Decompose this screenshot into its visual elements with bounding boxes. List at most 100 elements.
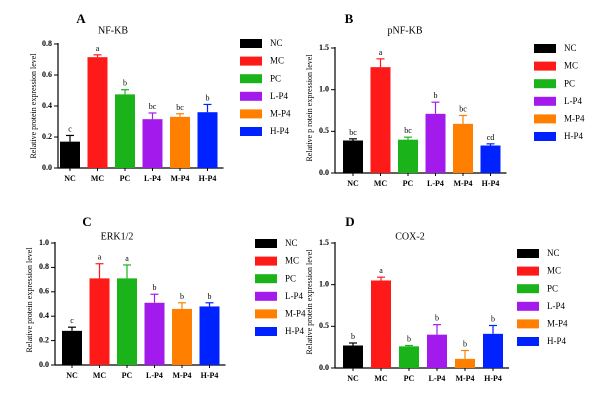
bar-mc (371, 280, 391, 368)
significance-label: b (407, 335, 411, 344)
legend-label: MC (270, 56, 284, 66)
y-tick-label: 0.0 (319, 363, 329, 372)
legend-label: MC (547, 266, 561, 276)
y-tick-label: 0.2 (39, 335, 49, 344)
significance-label: b (180, 292, 184, 301)
y-tick-label: 0.2 (42, 132, 52, 141)
chart-panel-a: A NF-KB Relative protein expression level 0… (29, 11, 291, 183)
legend-swatch-mc (517, 266, 539, 276)
legend-label: MC (564, 61, 578, 71)
y-tick-label: 1.5 (319, 238, 329, 247)
legend-swatch-h-p4 (517, 337, 539, 346)
bar-pc (398, 139, 418, 173)
bar-nc (60, 141, 80, 168)
x-tick-label: MC (374, 374, 388, 383)
significance-label: b (463, 340, 467, 349)
y-tick-label: 0.4 (39, 311, 49, 320)
legend-label: H-P4 (547, 336, 567, 346)
y-axis-label: Relative p rotein expression level (305, 54, 314, 162)
x-tick-label: M-P4 (455, 374, 474, 383)
bar-l-p4 (425, 113, 446, 173)
bar-h-p4 (199, 306, 220, 365)
legend-label: L-P4 (270, 91, 289, 101)
legend-swatch-m-p4 (517, 319, 539, 329)
legend-swatch-nc (517, 249, 539, 258)
x-tick-label: H-P4 (199, 174, 217, 183)
x-tick-label: L-P4 (146, 371, 163, 380)
x-tick-label: M-P4 (453, 179, 472, 188)
bar-pc (115, 94, 135, 168)
legend-label: PC (564, 78, 575, 88)
legend-swatch-l-p4 (240, 91, 262, 101)
legend-swatch-h-p4 (534, 132, 556, 141)
x-tick-label: NC (347, 179, 359, 188)
legend-label: M-P4 (285, 308, 306, 318)
x-tick-label: PC (404, 374, 415, 383)
legend-swatch-pc (517, 284, 539, 294)
x-tick-label: PC (122, 371, 133, 380)
x-tick-label: PC (120, 174, 131, 183)
y-axis-label: Relative protein expression level (29, 53, 38, 159)
bar-mc (87, 57, 108, 168)
y-tick-label: 0.0 (39, 360, 49, 369)
bar-m-p4 (172, 308, 192, 365)
bar-m-p4 (453, 123, 473, 173)
legend-label: NC (270, 38, 283, 48)
bar-mc (89, 278, 110, 365)
significance-label: a (98, 253, 102, 262)
chart-title: NF-KB (98, 25, 128, 36)
y-tick-label: 1.0 (319, 279, 329, 288)
legend-label: NC (547, 248, 560, 258)
significance-label: a (96, 44, 100, 53)
y-tick-label: 1.5 (319, 43, 329, 52)
significance-label: bc (459, 105, 467, 114)
significance-label: cd (487, 133, 495, 142)
significance-label: c (70, 316, 74, 325)
legend-swatch-nc (255, 239, 277, 248)
bar-m-p4 (455, 358, 475, 368)
significance-label: b (351, 332, 355, 341)
legend-label: L-P4 (285, 291, 304, 301)
x-tick-label: H-P4 (482, 179, 500, 188)
legend-label: H-P4 (285, 326, 305, 336)
significance-label: bc (149, 102, 157, 111)
legend-swatch-m-p4 (534, 114, 556, 124)
legend-swatch-m-p4 (255, 309, 277, 319)
panel-letter: D (345, 214, 354, 229)
legend-swatch-h-p4 (240, 127, 262, 136)
legend-swatch-pc (534, 79, 556, 89)
chart-panel-d: D COX-2 Relative protein expression level 0… (305, 214, 568, 383)
legend-label: H-P4 (270, 126, 290, 136)
y-tick-label: 0.8 (42, 39, 52, 48)
y-tick-label: 0.6 (39, 287, 49, 296)
chart-title: COX-2 (395, 231, 424, 242)
y-tick-label: 0.0 (319, 168, 329, 177)
bar-l-p4 (427, 334, 447, 368)
bar-l-p4 (142, 119, 163, 168)
y-tick-label: 0.5 (319, 126, 329, 135)
x-tick-label: H-P4 (484, 374, 502, 383)
significance-label: b (491, 315, 495, 324)
legend-swatch-l-p4 (534, 96, 556, 106)
panel-letter: B (345, 11, 354, 26)
x-tick-label: NC (347, 374, 359, 383)
x-tick-label: L-P4 (144, 174, 161, 183)
bar-pc (399, 346, 419, 368)
x-tick-label: L-P4 (427, 179, 444, 188)
x-tick-label: MC (93, 371, 107, 380)
x-tick-label: NC (64, 174, 76, 183)
significance-label: b (123, 79, 127, 88)
significance-label: b (206, 93, 210, 102)
legend-swatch-h-p4 (255, 327, 277, 336)
x-tick-label: MC (91, 174, 105, 183)
significance-label: b (153, 283, 157, 292)
chart-panel-c: C ERK1/2 Relative protein expression level… (25, 214, 306, 380)
bar-h-p4 (197, 112, 218, 168)
bar-nc (62, 330, 82, 365)
legend-label: L-P4 (547, 301, 566, 311)
x-tick-label: MC (374, 179, 388, 188)
y-tick-label: 0.8 (39, 262, 49, 271)
legend-swatch-m-p4 (240, 109, 262, 119)
legend-swatch-mc (255, 256, 277, 266)
